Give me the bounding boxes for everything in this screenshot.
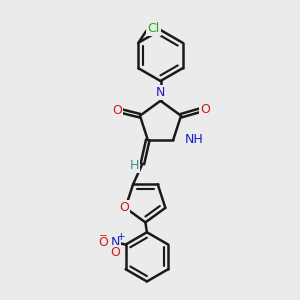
Text: H: H [129, 159, 139, 172]
Text: O: O [200, 103, 210, 116]
Text: NH: NH [184, 134, 203, 146]
Text: O: O [119, 201, 129, 214]
Text: Cl: Cl [147, 22, 160, 35]
Text: −: − [99, 231, 108, 241]
Text: O: O [110, 246, 120, 259]
Text: N: N [156, 86, 165, 99]
Text: O: O [98, 236, 108, 249]
Text: +: + [117, 232, 126, 242]
Text: N: N [111, 236, 120, 249]
Text: O: O [112, 104, 122, 117]
